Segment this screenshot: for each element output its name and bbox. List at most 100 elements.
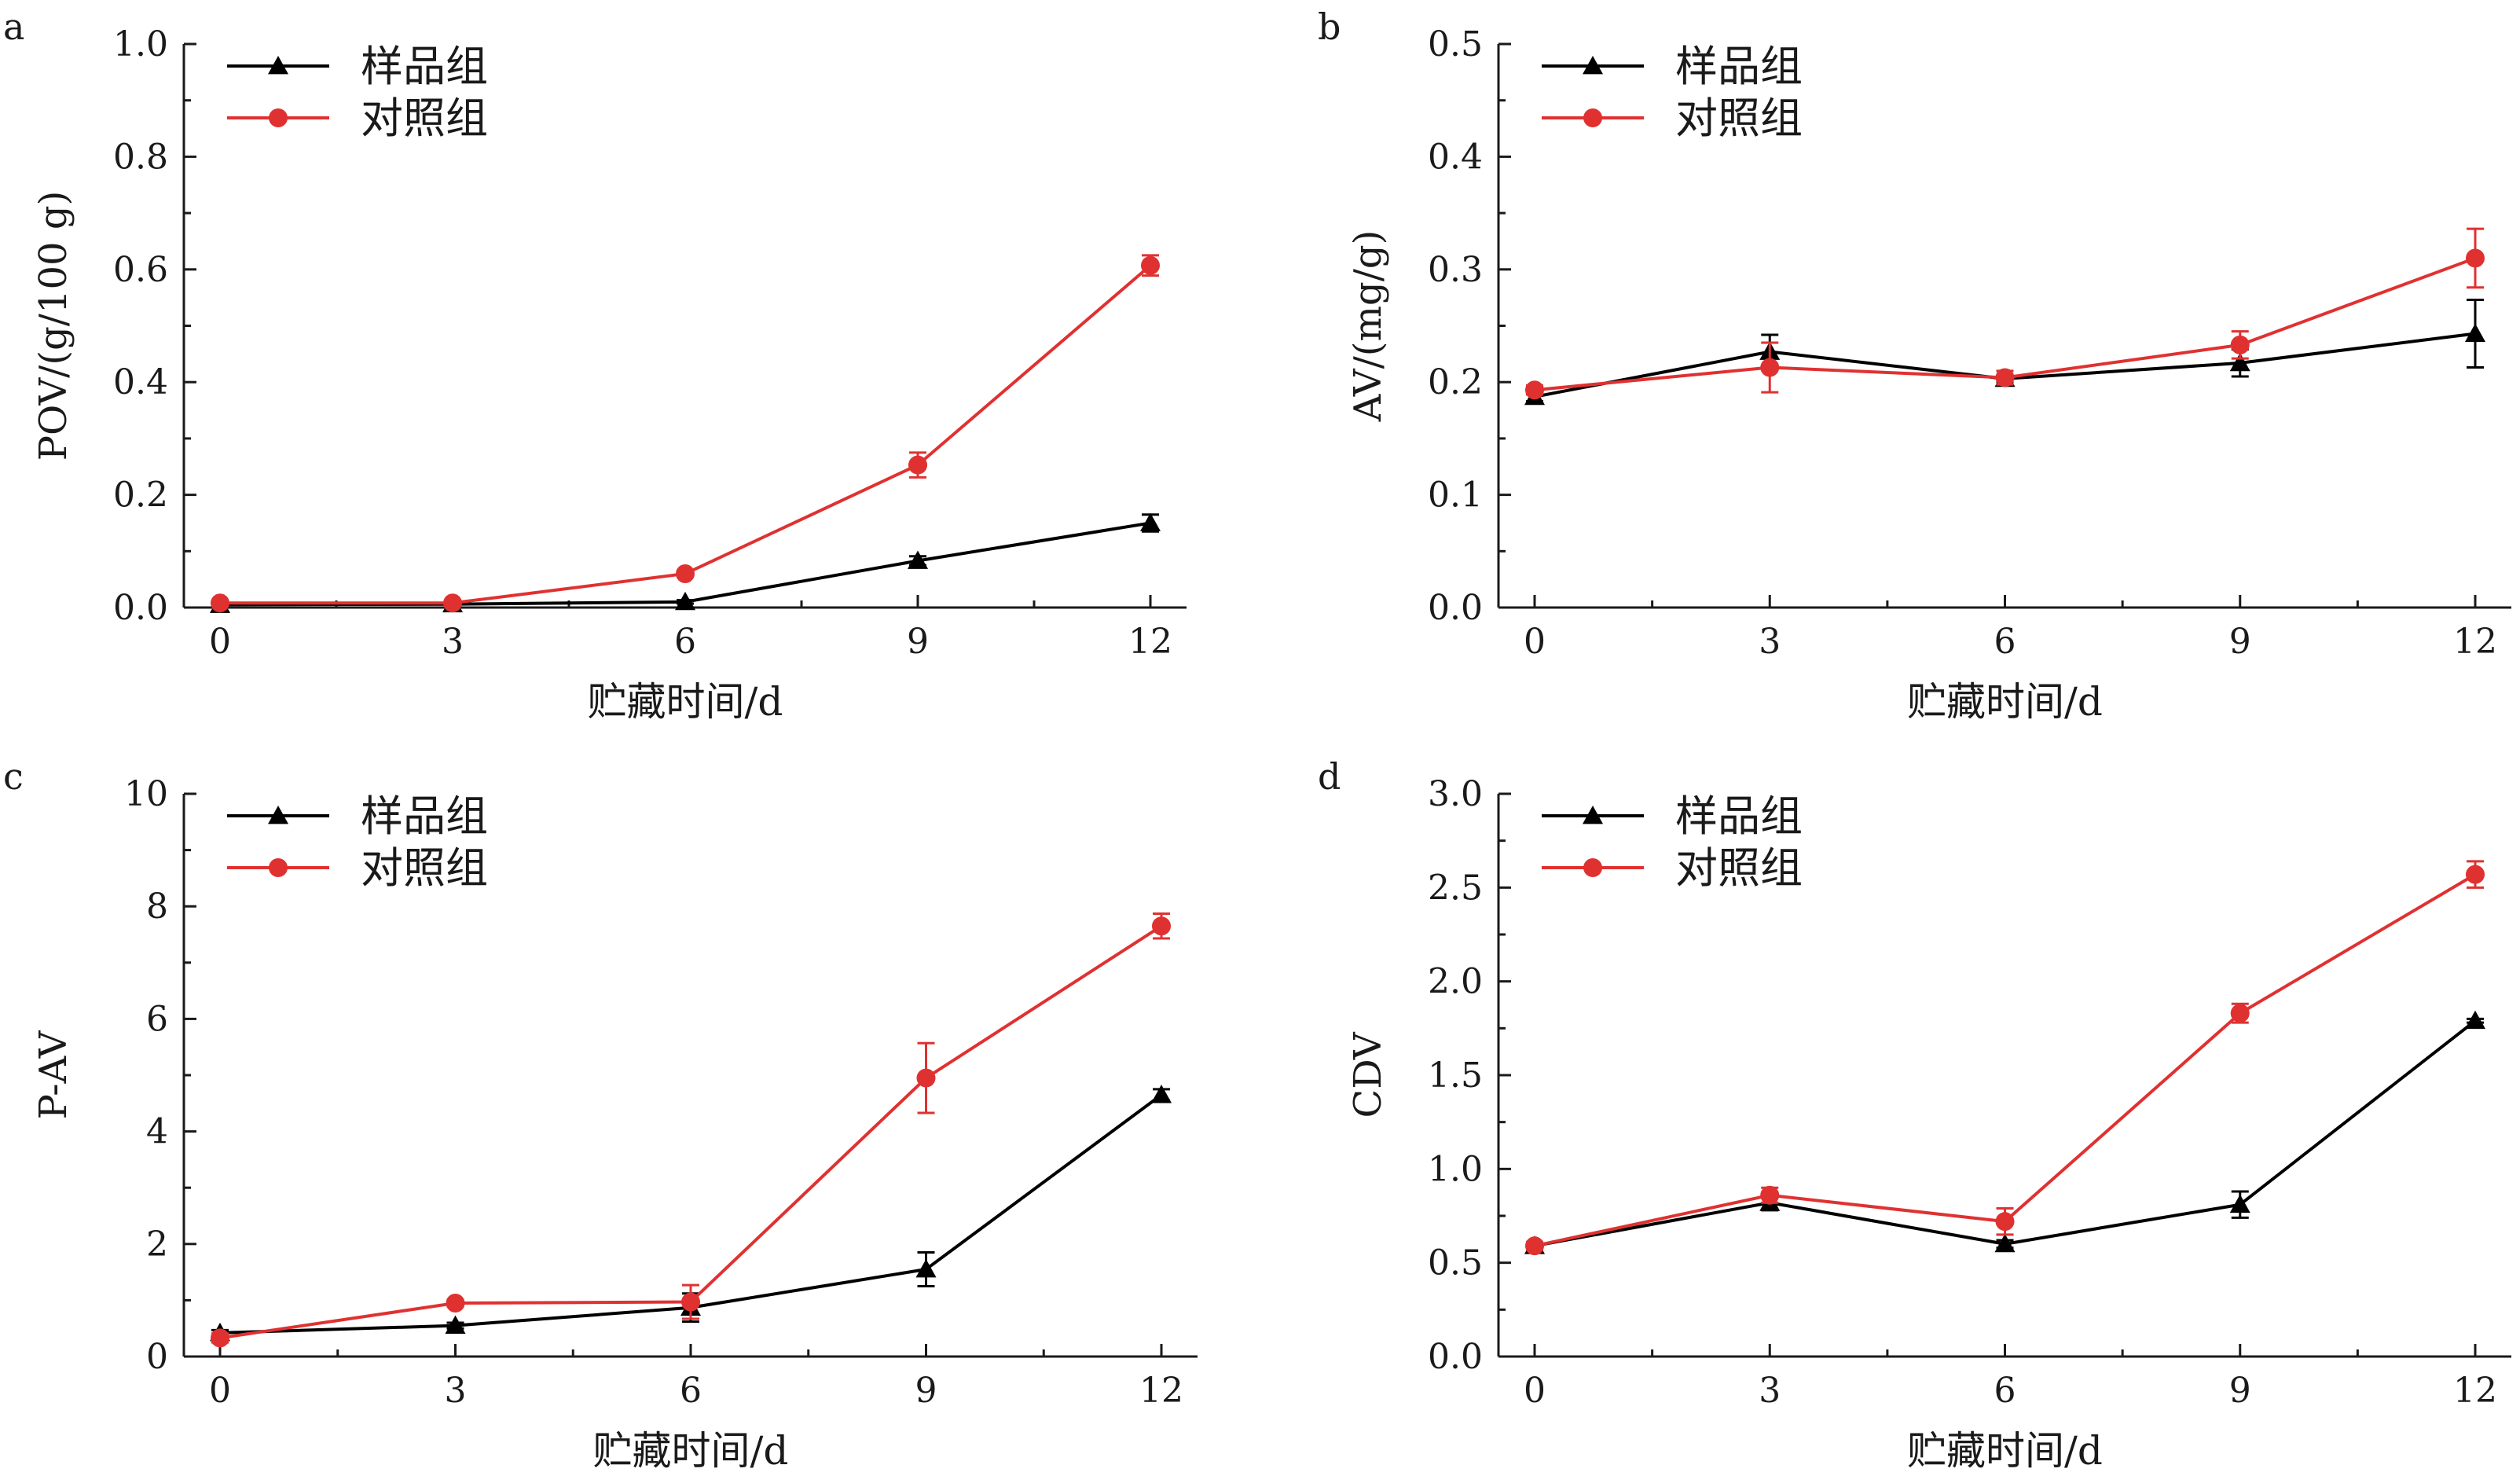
series-line [220,264,1152,605]
y-tick-label: 1.5 [1428,1056,1483,1096]
y-tick-label: 0.2 [1428,362,1483,402]
data-point [1525,380,1544,400]
x-tick-label: 3 [1759,622,1781,662]
x-tick-label: 3 [1759,1371,1781,1411]
y-tick-label: 1.0 [1428,1149,1483,1189]
data-point [2229,352,2250,372]
x-tick-label: 3 [442,622,464,662]
y-tick-label: 2 [146,1224,168,1265]
data-point [675,591,695,611]
data-point [681,1292,700,1312]
x-tick-label: 6 [680,1371,702,1411]
x-tick-label: 0 [1524,1371,1546,1411]
legend-label: 样品组 [1675,42,1803,91]
legend-label: 对照组 [1675,94,1803,143]
x-tick-label: 0 [209,1371,231,1411]
data-point [446,1293,465,1313]
y-tick-label: 0.5 [1428,1243,1483,1283]
legend-marker [268,806,288,824]
legend-marker [269,108,288,127]
data-point [1152,916,1171,936]
series-sample [210,512,1161,613]
panel-label: b [1318,6,1341,48]
data-point [2229,1194,2250,1213]
data-point [1151,1085,1172,1103]
y-axis-title: AV/(mg/g) [1346,230,1390,423]
x-tick-label: 9 [907,622,929,662]
data-point [908,550,928,569]
x-tick-label: 9 [2229,622,2251,662]
series-control [211,912,1171,1348]
x-axis-title: 贮藏时间/d [1907,1428,2103,1474]
data-point [1141,255,1160,275]
data-point [443,593,462,613]
y-tick-label: 0.3 [1428,250,1483,290]
data-point [1995,1212,2015,1232]
data-point [1140,512,1161,531]
chart-panel-b: b 0.0 0.1 0.2 0.3 0.4 0.5 0 3 6 9 12 贮藏时间/d AV/(mg/g)… [1318,6,2511,725]
series-control [211,254,1160,613]
y-tick-label: 0.8 [113,137,168,177]
x-axis-title: 贮藏时间/d [593,1428,789,1474]
data-point [211,1328,229,1348]
data-point [1760,358,1780,377]
x-tick-label: 9 [2229,1371,2251,1411]
y-axis-title: P-AV [31,1030,75,1119]
x-tick-label: 12 [2453,1371,2497,1411]
series-sample [1524,1010,2485,1254]
legend-marker [269,858,288,877]
data-point [211,593,229,613]
data-point [915,1259,937,1278]
series-line [219,924,1163,1340]
legend-label: 样品组 [1675,791,1803,841]
series-line [1534,332,2476,398]
y-tick-label: 6 [146,999,168,1039]
y-tick-label: 2.5 [1428,868,1483,908]
y-tick-label: 0.6 [113,250,168,290]
series-line [1534,872,2477,1248]
y-tick-label: 10 [124,774,168,814]
data-point [2466,865,2485,884]
data-point [916,1068,936,1088]
legend-label: 对照组 [361,94,488,143]
y-tick-label: 0.4 [113,362,168,402]
legend-marker [1583,858,1602,877]
y-tick-label: 0.5 [1428,24,1483,64]
panel-label: c [3,755,24,798]
data-point [1760,1185,1780,1205]
x-tick-label: 0 [209,622,231,662]
chart-panel-d: d 0.0 0.5 1.0 1.5 2.0 2.5 3.0 0 3 6 9 12 贮藏时间/d CDV 样品组… [1318,755,2511,1474]
y-tick-label: 0.0 [1428,1337,1483,1377]
y-tick-label: 0.0 [1428,588,1483,628]
data-point [2466,248,2485,268]
data-point [1525,1236,1544,1256]
x-tick-label: 6 [1994,622,2016,662]
y-tick-label: 2.0 [1428,962,1483,1002]
x-tick-label: 12 [2453,622,2497,662]
legend-label: 对照组 [361,843,488,893]
legend-label: 样品组 [361,791,488,841]
series-sample [1524,299,2485,406]
x-tick-label: 6 [674,622,696,662]
legend-label: 对照组 [1675,843,1803,893]
data-point [2230,335,2250,354]
data-point [1995,368,2015,387]
y-axis-title: CDV [1346,1031,1390,1118]
data-point [2465,323,2485,342]
y-tick-label: 0.4 [1428,137,1483,177]
x-tick-label: 6 [1994,1371,2016,1411]
data-point [445,1315,466,1335]
x-axis-title: 贮藏时间/d [588,679,783,725]
series-control [1525,227,2485,400]
legend-marker [1583,56,1603,75]
legend-marker [1583,806,1603,824]
y-tick-label: 0.2 [113,475,168,516]
y-tick-label: 1.0 [113,24,168,64]
x-axis-title: 贮藏时间/d [1907,679,2103,725]
y-tick-label: 8 [146,887,168,927]
y-tick-label: 0.0 [113,588,168,628]
